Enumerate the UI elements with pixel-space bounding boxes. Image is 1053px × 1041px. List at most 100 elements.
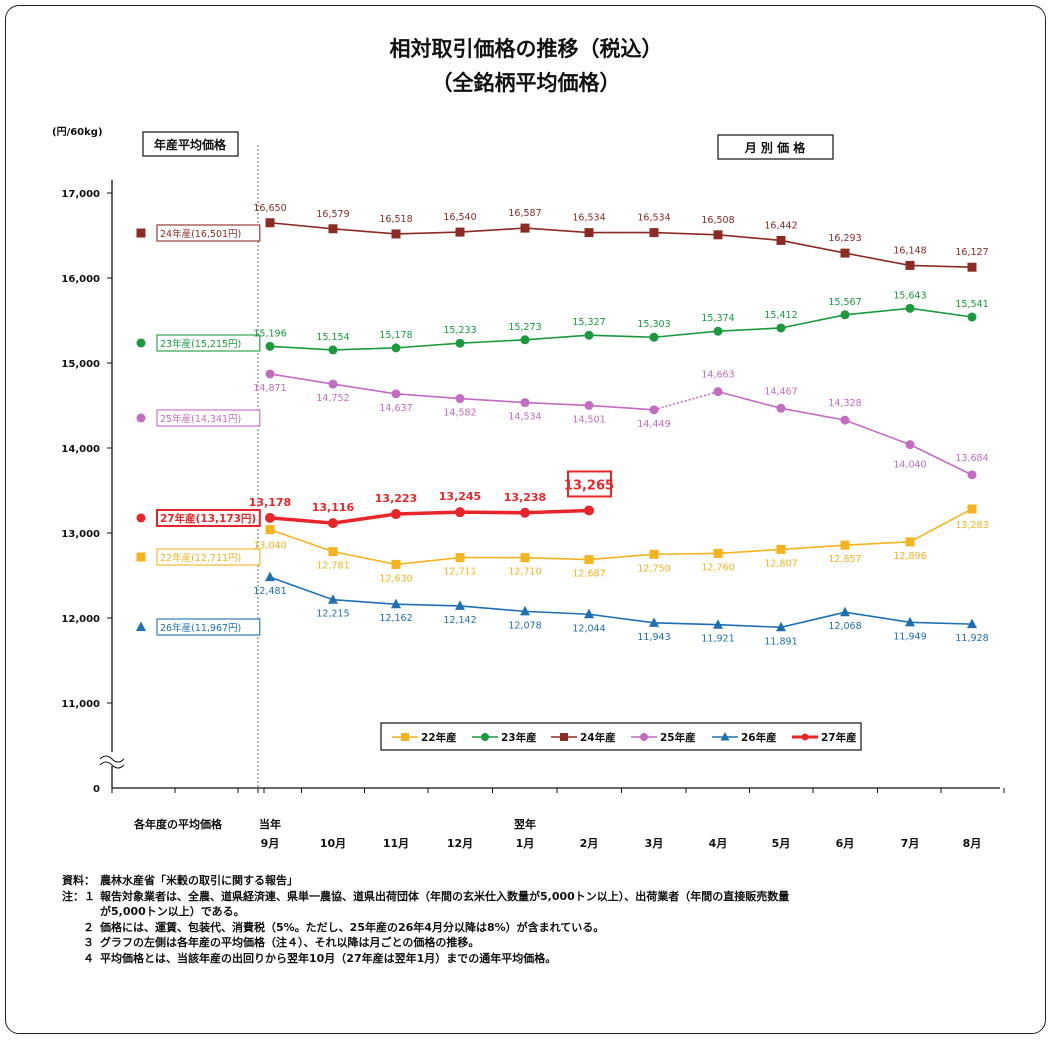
data-label: 16,650 xyxy=(253,203,286,214)
legend-label: 25年産 xyxy=(660,731,696,744)
data-point xyxy=(584,555,594,565)
data-point xyxy=(713,387,723,397)
data-point xyxy=(584,330,594,340)
data-point xyxy=(649,332,659,342)
annual-label-box xyxy=(156,334,261,352)
annual-marker xyxy=(136,228,146,238)
data-point xyxy=(391,343,401,353)
data-label: 12,687 xyxy=(572,569,605,580)
x-tick-label: 4月 xyxy=(709,837,728,850)
data-point xyxy=(391,598,401,609)
data-point xyxy=(328,379,338,389)
series-line-25-gap xyxy=(653,390,719,411)
data-point xyxy=(967,618,977,629)
data-label: 16,442 xyxy=(764,220,797,231)
data-point xyxy=(520,507,530,518)
legend-marker xyxy=(481,733,489,741)
chart-subtitle: （全銘柄平均価格） xyxy=(432,71,621,95)
data-label: 11,943 xyxy=(637,632,670,643)
data-label: 12,078 xyxy=(508,620,541,631)
data-label: 12,068 xyxy=(828,621,861,632)
data-label: 15,541 xyxy=(955,299,988,310)
annual-label: 26年産(11,967円) xyxy=(160,622,241,634)
data-label: 14,637 xyxy=(379,403,412,414)
data-point xyxy=(328,594,338,604)
data-label: 12,781 xyxy=(316,561,349,572)
year-label-current: 当年 xyxy=(259,817,281,831)
legend-marker xyxy=(720,732,730,741)
note-2-number: ２ xyxy=(83,920,94,934)
data-label: 14,449 xyxy=(637,419,670,430)
x-tick-label: 5月 xyxy=(772,837,791,850)
data-point xyxy=(520,223,530,233)
note-3: グラフの左側は各年産の平均価格（注４）、それ以降は月ごとの価格の推移。 xyxy=(100,936,480,949)
annual-axis-label: 各年度の平均価格 xyxy=(133,817,223,831)
data-label: 16,293 xyxy=(828,233,861,244)
data-label: 13,238 xyxy=(504,491,546,504)
data-point xyxy=(265,571,275,582)
annual-header-box xyxy=(142,131,239,157)
data-point xyxy=(391,229,401,239)
data-point xyxy=(649,549,659,559)
data-point xyxy=(649,617,659,627)
series-line xyxy=(269,508,973,566)
data-label: 16,534 xyxy=(572,213,605,224)
data-point xyxy=(391,559,401,569)
data-label: 15,567 xyxy=(828,297,861,308)
data-label: 16,579 xyxy=(316,209,349,220)
annual-label: 25年産(14,341円) xyxy=(160,413,241,425)
y-tick-label: 11,000 xyxy=(61,699,100,710)
annual-label: 23年産(15,215円) xyxy=(160,338,241,350)
data-point xyxy=(967,312,977,322)
data-point xyxy=(328,345,338,355)
legend-label: 26年産 xyxy=(741,731,777,744)
note-1: 報告対象業者は、全農、道県経済連、県単一農協、道県出荷団体（年間の玄米仕入数量が… xyxy=(100,889,790,903)
data-label: 12,760 xyxy=(701,562,734,573)
axis-break-mark xyxy=(99,752,125,769)
x-tick-label: 10月 xyxy=(320,837,346,850)
note-4-number: ４ xyxy=(83,951,94,965)
data-label: 13,265 xyxy=(564,478,614,493)
data-label: 15,273 xyxy=(508,322,541,333)
y-tick-label-zero: 0 xyxy=(93,784,100,795)
y-tick-label: 13,000 xyxy=(61,529,100,540)
data-label: 13,283 xyxy=(955,520,988,531)
annual-label-box xyxy=(156,509,261,527)
data-point xyxy=(713,548,723,558)
notes-block: 資料： 農林水産省「米穀の取引に関する報告」 注：１ 報告対象業者は、全農、道県経済… xyxy=(62,873,1042,966)
data-point xyxy=(584,608,594,619)
x-tick-label: 9月 xyxy=(261,837,280,850)
data-point xyxy=(520,398,530,408)
data-label: 14,582 xyxy=(443,408,476,419)
data-label: 14,501 xyxy=(572,414,605,425)
legend-label: 27年産 xyxy=(821,731,857,744)
data-label: 12,857 xyxy=(828,554,861,565)
annual-marker xyxy=(136,513,146,523)
legend-marker xyxy=(801,733,809,741)
data-label: 16,518 xyxy=(379,214,412,225)
data-label: 15,374 xyxy=(701,313,734,324)
data-label: 15,196 xyxy=(253,328,286,339)
data-label: 16,508 xyxy=(701,215,734,226)
price-trend-chart: 相対取引価格の推移（税込） （全銘柄平均価格） (円/60kg) 年産平均価格 月 別 … xyxy=(52,37,1005,850)
annual-marker xyxy=(136,413,146,423)
annual-label-box xyxy=(156,618,261,636)
annual-label: 22年産(12,711円) xyxy=(160,552,241,564)
data-label: 12,630 xyxy=(379,573,412,584)
data-label: 12,807 xyxy=(764,558,797,569)
data-point xyxy=(713,619,723,629)
data-label: 16,540 xyxy=(443,212,476,223)
annual-label: 24年産(16,501円) xyxy=(160,228,241,240)
data-point xyxy=(584,228,594,238)
data-point xyxy=(455,600,465,610)
series-line xyxy=(269,307,973,351)
series-line xyxy=(269,576,973,629)
data-label: 15,327 xyxy=(572,317,605,328)
data-label: 15,303 xyxy=(637,319,670,330)
data-point xyxy=(391,509,401,520)
annual-marker xyxy=(136,621,146,631)
x-tick-label: 6月 xyxy=(836,837,855,850)
x-tick-label: 1月 xyxy=(516,837,535,850)
data-label: 16,148 xyxy=(893,245,926,256)
data-point xyxy=(455,394,465,404)
